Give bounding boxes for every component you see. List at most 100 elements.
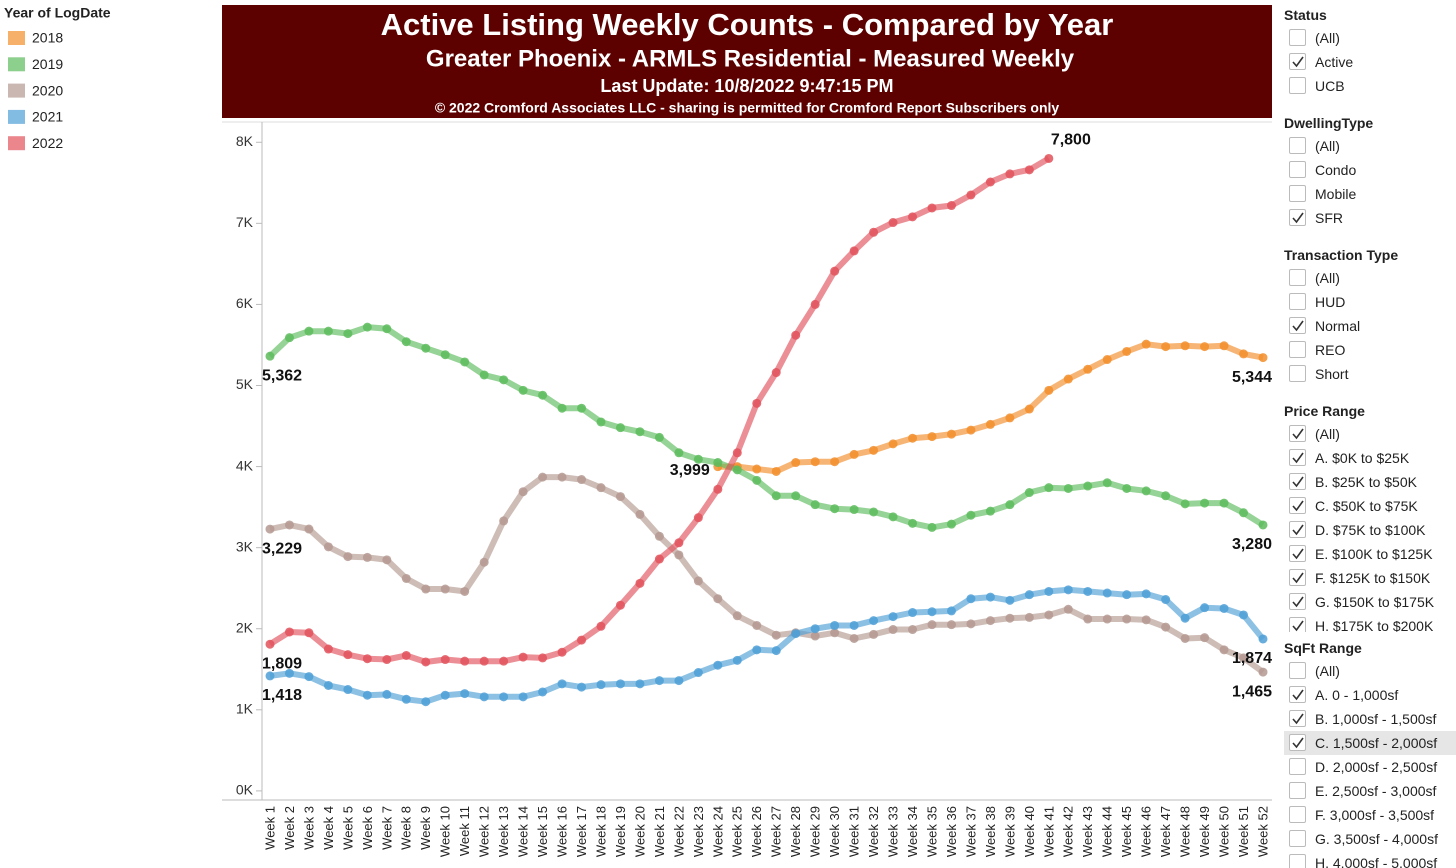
filter-option[interactable]: Condo [1284,158,1456,182]
filter-label: H. 4,000sf - 5,000sf [1315,855,1438,868]
filter-option[interactable]: G. 3,500sf - 4,000sf [1284,827,1456,851]
data-point [557,679,567,689]
legend-swatch [8,136,25,151]
x-tick-label: Week 17 [574,806,589,857]
filter-option[interactable]: UCB [1284,74,1456,98]
filter-option[interactable]: G. $150K to $175K [1284,590,1456,614]
data-point [362,690,372,700]
data-point [323,644,333,654]
data-point [888,612,898,622]
data-point [849,620,859,630]
data-point [1258,520,1268,530]
data-point [615,492,625,502]
data-point [810,631,820,641]
filter-option[interactable]: (All) [1284,134,1456,158]
filter-option[interactable]: (All) [1284,422,1456,446]
data-point [1161,595,1171,605]
x-tick-label: Week 28 [788,806,803,857]
filter-option[interactable]: A. $0K to $25K [1284,446,1456,470]
y-tick-label: 7K [236,214,254,230]
filter-option[interactable]: F. $125K to $150K [1284,566,1456,590]
data-point [810,624,820,634]
data-point [362,654,372,664]
x-tick-label: Week 43 [1080,806,1095,857]
data-label: 3,999 [670,462,710,479]
data-point [499,375,509,385]
data-point [284,520,294,530]
data-point [440,655,450,665]
filter-option[interactable]: SFR [1284,206,1456,230]
filter-option[interactable]: Short [1284,362,1456,386]
filter-option[interactable]: Normal [1284,314,1456,338]
data-point [343,329,353,339]
filter-option[interactable]: (All) [1284,26,1456,50]
check-mark [1292,548,1304,560]
x-tick-label: Week 15 [535,806,550,857]
y-tick-label: 5K [236,376,254,392]
check-path [1292,428,1304,440]
data-point [577,635,587,645]
data-point [771,491,781,501]
data-point [615,423,625,433]
filter-option[interactable]: B. $25K to $50K [1284,470,1456,494]
data-point [323,680,333,690]
data-point [654,531,664,541]
y-tick-label: 3K [236,538,254,554]
filter-option[interactable]: H. $175K to $200K [1284,614,1456,632]
check-mark [1292,620,1304,632]
data-point [440,690,450,700]
data-point [869,629,879,639]
data-point [382,689,392,699]
filter-option[interactable]: Mobile [1284,182,1456,206]
filter-option[interactable]: C. $50K to $75K [1284,494,1456,518]
data-point [849,633,859,643]
data-point [1239,653,1249,663]
data-point [674,538,684,548]
data-point [985,177,995,187]
data-point [1258,634,1268,644]
filter-title: SqFt Range [1284,640,1362,656]
checkbox [1289,497,1306,514]
filter-option[interactable]: B. 1,000sf - 1,500sf [1284,707,1456,731]
data-point [440,584,450,594]
checkbox [1289,593,1306,610]
filter-option[interactable]: H. 4,000sf - 5,000sf [1284,851,1456,868]
data-point [830,457,840,467]
filter-option[interactable]: D. $75K to $100K [1284,518,1456,542]
data-point [830,504,840,514]
checkbox [1289,686,1306,703]
check-mark [1292,737,1304,749]
x-tick-label: Week 9 [418,806,433,850]
x-tick-label: Week 41 [1041,806,1056,857]
filter-option[interactable]: E. 2,500sf - 3,000sf [1284,779,1456,803]
data-point [538,687,548,697]
filter-option[interactable]: (All) [1284,266,1456,290]
filter-option[interactable]: E. $100K to $125K [1284,542,1456,566]
filter-option[interactable]: (All) [1284,659,1456,683]
data-point [557,647,567,657]
filter-option[interactable]: C. 1,500sf - 2,000sf [1284,731,1456,755]
data-point [908,433,918,443]
series-line [269,474,1265,675]
filter-option[interactable]: F. 3,000sf - 3,500sf [1284,803,1456,827]
check-mark [1292,689,1304,701]
data-point [888,625,898,635]
filter-option[interactable]: Active [1284,50,1456,74]
filter-label: A. 0 - 1,000sf [1315,687,1399,703]
data-point [1063,604,1073,614]
filter-option[interactable]: HUD [1284,290,1456,314]
filter-option[interactable]: D. 2,000sf - 2,500sf [1284,755,1456,779]
filter-option[interactable]: REO [1284,338,1456,362]
filter-option[interactable]: A. 0 - 1,000sf [1284,683,1456,707]
data-point [654,432,664,442]
data-point [1180,341,1190,351]
x-tick-label: Week 19 [613,806,628,857]
filter-label: G. 3,500sf - 4,000sf [1315,831,1438,847]
data-point [1239,610,1249,620]
x-tick-label: Week 40 [1022,806,1037,857]
checkbox [1289,830,1306,847]
data-point [1005,500,1015,510]
x-tick-label: Week 21 [652,806,667,857]
data-point [577,403,587,413]
data-point [1005,595,1015,605]
